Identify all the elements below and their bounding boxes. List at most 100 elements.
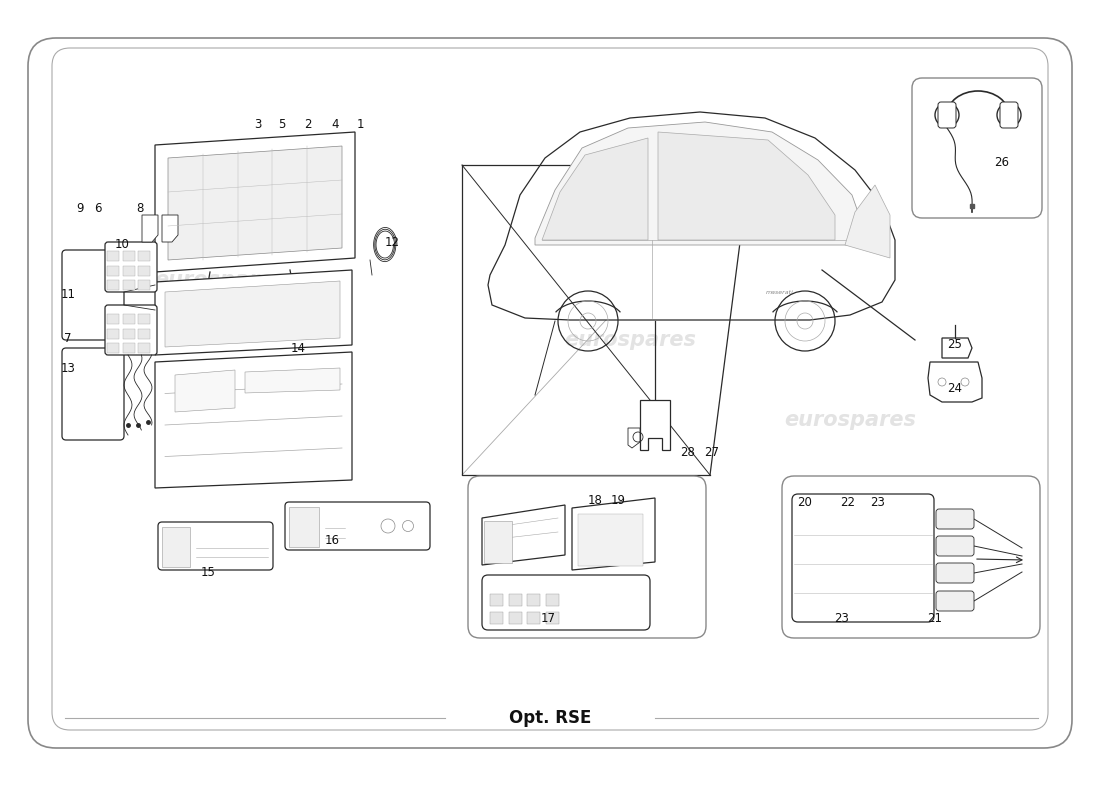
Bar: [546, 594, 559, 606]
Polygon shape: [488, 112, 895, 320]
Text: 1: 1: [356, 118, 364, 131]
Bar: [122, 314, 134, 324]
Bar: [107, 251, 119, 261]
Text: eurospares: eurospares: [784, 410, 916, 430]
Polygon shape: [155, 132, 355, 272]
Text: Opt. RSE: Opt. RSE: [509, 709, 591, 727]
Bar: [122, 329, 134, 338]
Text: 6: 6: [95, 202, 101, 214]
Text: 19: 19: [610, 494, 626, 506]
Bar: [162, 527, 190, 567]
Polygon shape: [572, 498, 654, 570]
Bar: [122, 251, 134, 261]
Polygon shape: [245, 368, 340, 393]
Bar: [578, 514, 644, 566]
FancyBboxPatch shape: [158, 522, 273, 570]
Bar: [490, 594, 503, 606]
Text: 20: 20: [798, 495, 813, 509]
Polygon shape: [142, 215, 158, 242]
Text: 9: 9: [76, 202, 84, 214]
Text: eurospares: eurospares: [564, 330, 696, 350]
FancyBboxPatch shape: [938, 102, 956, 128]
Text: 12: 12: [385, 235, 399, 249]
Bar: [484, 521, 512, 563]
Bar: [138, 343, 150, 353]
Text: maserati: maserati: [766, 290, 794, 294]
Bar: [138, 280, 150, 290]
Bar: [508, 612, 521, 624]
Polygon shape: [155, 352, 352, 488]
Bar: [107, 314, 119, 324]
Text: 24: 24: [947, 382, 962, 394]
Bar: [107, 329, 119, 338]
Bar: [107, 266, 119, 275]
Polygon shape: [165, 281, 340, 347]
Text: 26: 26: [994, 155, 1010, 169]
FancyBboxPatch shape: [1000, 102, 1018, 128]
Text: 14: 14: [290, 342, 306, 354]
FancyBboxPatch shape: [285, 502, 430, 550]
Text: 7: 7: [64, 331, 72, 345]
Text: 25: 25: [947, 338, 962, 351]
Text: 23: 23: [870, 495, 886, 509]
Text: 8: 8: [136, 202, 144, 214]
FancyBboxPatch shape: [936, 509, 974, 529]
FancyBboxPatch shape: [28, 38, 1072, 748]
FancyBboxPatch shape: [936, 563, 974, 583]
Bar: [107, 280, 119, 290]
FancyBboxPatch shape: [468, 476, 706, 638]
Text: 15: 15: [200, 566, 216, 578]
Text: 16: 16: [324, 534, 340, 546]
FancyBboxPatch shape: [936, 536, 974, 556]
Polygon shape: [845, 185, 890, 258]
FancyBboxPatch shape: [936, 591, 974, 611]
Bar: [138, 251, 150, 261]
Polygon shape: [162, 215, 178, 242]
FancyBboxPatch shape: [62, 348, 124, 440]
Bar: [122, 266, 134, 275]
Text: 21: 21: [927, 611, 943, 625]
Polygon shape: [175, 370, 235, 412]
Polygon shape: [928, 362, 982, 402]
Polygon shape: [168, 146, 342, 260]
FancyBboxPatch shape: [104, 242, 157, 292]
Text: 10: 10: [114, 238, 130, 251]
Text: eurospares: eurospares: [154, 270, 286, 290]
Text: 13: 13: [60, 362, 76, 374]
Bar: [107, 343, 119, 353]
FancyBboxPatch shape: [792, 494, 934, 622]
FancyBboxPatch shape: [104, 305, 157, 355]
Bar: [122, 280, 134, 290]
Bar: [546, 612, 559, 624]
FancyBboxPatch shape: [482, 575, 650, 630]
Text: 5: 5: [278, 118, 286, 131]
Polygon shape: [535, 122, 865, 245]
Polygon shape: [628, 428, 640, 448]
Polygon shape: [542, 138, 648, 240]
Bar: [527, 594, 540, 606]
Text: 3: 3: [254, 118, 262, 131]
FancyBboxPatch shape: [912, 78, 1042, 218]
Text: 11: 11: [60, 289, 76, 302]
Text: eurospares: eurospares: [154, 440, 286, 460]
Text: 22: 22: [840, 495, 856, 509]
Text: 18: 18: [587, 494, 603, 506]
Text: 2: 2: [305, 118, 311, 131]
Text: 23: 23: [835, 611, 849, 625]
Polygon shape: [942, 338, 972, 358]
Text: 4: 4: [331, 118, 339, 131]
FancyBboxPatch shape: [62, 250, 124, 340]
Polygon shape: [658, 132, 835, 240]
Bar: [138, 314, 150, 324]
Text: 28: 28: [681, 446, 695, 458]
Polygon shape: [155, 270, 352, 355]
Bar: [138, 329, 150, 338]
Bar: [122, 343, 134, 353]
Text: 17: 17: [540, 611, 556, 625]
FancyBboxPatch shape: [782, 476, 1040, 638]
Polygon shape: [640, 400, 670, 450]
Bar: [138, 266, 150, 275]
Polygon shape: [482, 505, 565, 565]
Text: 27: 27: [704, 446, 719, 458]
Bar: [289, 507, 319, 547]
